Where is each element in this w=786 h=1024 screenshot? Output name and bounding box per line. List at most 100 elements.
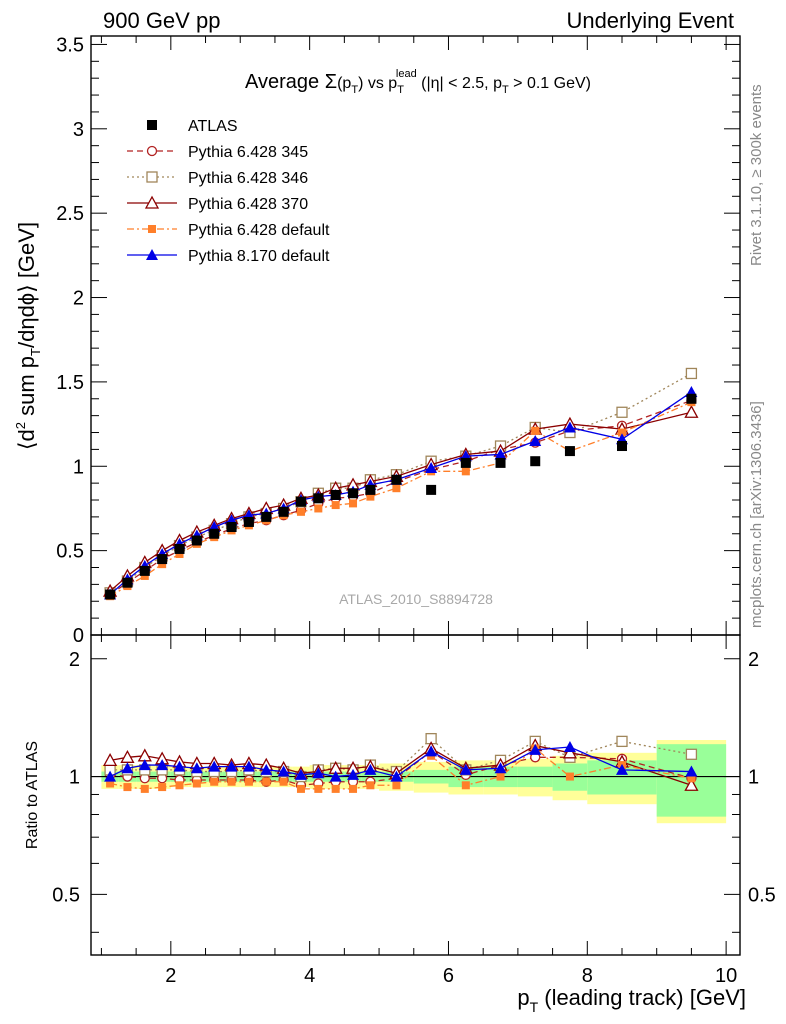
data-point bbox=[494, 448, 507, 460]
data-point bbox=[296, 507, 305, 516]
ratio-point bbox=[364, 763, 377, 775]
data-point bbox=[105, 589, 116, 600]
data-point bbox=[295, 496, 306, 507]
x-tick-label: 2 bbox=[165, 965, 176, 987]
ratio-y-tick-label-right: 0.5 bbox=[748, 884, 776, 906]
ratio-point bbox=[244, 777, 253, 786]
ratio-point bbox=[121, 762, 134, 774]
legend-marker bbox=[146, 171, 158, 183]
ratio-point bbox=[390, 770, 403, 782]
x-axis-label: pT (leading track) [GeV] bbox=[517, 985, 746, 1015]
data-point bbox=[460, 457, 471, 468]
legend-label: Pythia 6.428 346 bbox=[188, 170, 308, 187]
ratio-point bbox=[314, 784, 323, 793]
series-atlas bbox=[105, 393, 697, 600]
ratio-point bbox=[331, 784, 340, 793]
analysis-label: Underlying Event bbox=[566, 8, 734, 33]
legend: ATLAS Pythia 6.428 345 Pythia 6.428 346 Pyt… bbox=[127, 118, 330, 265]
ratio-point bbox=[494, 762, 507, 774]
data-point bbox=[530, 456, 541, 467]
ratio-point bbox=[459, 763, 472, 775]
data-point bbox=[685, 367, 698, 380]
y-tick-label: 2 bbox=[73, 288, 84, 310]
ratio-y-tick-label-right: 1 bbox=[748, 767, 759, 789]
ratio-point bbox=[347, 768, 360, 780]
data-point bbox=[531, 426, 540, 435]
y-tick-label: 1.5 bbox=[56, 372, 84, 394]
ratio-point bbox=[158, 783, 167, 792]
ratio-point bbox=[210, 777, 219, 786]
data-point bbox=[618, 428, 626, 437]
ratio-point bbox=[227, 777, 236, 786]
ratio-series-group bbox=[102, 732, 699, 793]
ratio-y-axis-label: Ratio to ATLAS bbox=[24, 741, 41, 849]
data-point bbox=[563, 421, 576, 433]
ratio-point bbox=[425, 745, 438, 757]
data-point bbox=[122, 577, 133, 588]
ratio-point bbox=[329, 770, 342, 782]
legend-label: Pythia 6.428 345 bbox=[188, 144, 308, 161]
x-tick-label: 6 bbox=[443, 965, 454, 987]
rivet-version-label: Rivet 3.1.10, ≥ 300k events bbox=[748, 84, 765, 266]
ratio-point bbox=[156, 759, 169, 771]
ratio-point bbox=[529, 743, 542, 755]
data-point bbox=[261, 511, 272, 522]
ratio-y-tick-label: 1 bbox=[69, 767, 80, 789]
ratio-point bbox=[296, 784, 305, 793]
data-point bbox=[278, 506, 289, 517]
ratio-point bbox=[242, 760, 255, 772]
data-point bbox=[686, 393, 697, 404]
ratio-line bbox=[110, 750, 692, 786]
main-series-group bbox=[102, 367, 699, 601]
legend-label: ATLAS bbox=[188, 118, 238, 135]
data-point bbox=[617, 441, 627, 452]
data-point bbox=[191, 535, 202, 546]
data-point bbox=[140, 571, 149, 580]
legend-label: Pythia 8.170 default bbox=[188, 248, 330, 265]
energy-label: 900 GeV pp bbox=[103, 8, 221, 33]
data-point bbox=[175, 550, 184, 559]
data-point bbox=[139, 565, 150, 576]
data-point bbox=[426, 484, 437, 495]
ratio-point bbox=[104, 770, 117, 782]
data-point bbox=[348, 488, 359, 499]
mcplots-reference-label: mcplots.cern.ch [arXiv:1306.3436] bbox=[748, 401, 765, 628]
legend-entry: Pythia 8.170 default bbox=[127, 248, 330, 265]
x-tick-label: 10 bbox=[715, 965, 737, 987]
legend-entry: ATLAS bbox=[147, 118, 238, 135]
data-point bbox=[314, 504, 323, 513]
ratio-point bbox=[262, 777, 271, 786]
ratio-point bbox=[349, 784, 358, 793]
ratio-point bbox=[366, 781, 375, 790]
legend-entry: Pythia 6.428 346 bbox=[127, 170, 308, 187]
ratio-point bbox=[461, 781, 470, 790]
ratio-point bbox=[102, 753, 118, 767]
series-line bbox=[109, 391, 692, 595]
legend-entry: Pythia 6.428 370 bbox=[127, 195, 308, 213]
legend-marker bbox=[147, 120, 157, 130]
data-point bbox=[158, 560, 167, 569]
plot-title: Average Σ(pT) vs pTlead (|η| < 2.5, pT >… bbox=[245, 68, 591, 96]
data-point bbox=[684, 404, 699, 418]
ratio-point bbox=[260, 763, 273, 775]
ratio-y-tick-label: 0.5 bbox=[52, 884, 80, 906]
data-point bbox=[331, 501, 340, 510]
series-pythia-8-170-default bbox=[104, 386, 698, 600]
y-tick-label: 2.5 bbox=[56, 203, 84, 225]
ratio-point bbox=[277, 765, 290, 777]
data-point bbox=[157, 554, 168, 565]
y-tick-label: 0.5 bbox=[56, 541, 84, 563]
data-point bbox=[366, 492, 375, 501]
data-point bbox=[616, 406, 628, 418]
data-point bbox=[391, 474, 402, 485]
series-pythia-6-428-default bbox=[106, 398, 696, 601]
ratio-point bbox=[192, 779, 201, 788]
ratio-point bbox=[190, 762, 203, 774]
legend-entry: Pythia 6.428 default bbox=[127, 222, 330, 239]
ratio-point bbox=[294, 768, 307, 780]
data-point bbox=[425, 461, 438, 473]
ratio-point bbox=[208, 760, 221, 772]
data-point bbox=[330, 489, 341, 500]
data-point bbox=[174, 543, 185, 554]
ratio-point bbox=[562, 745, 578, 759]
